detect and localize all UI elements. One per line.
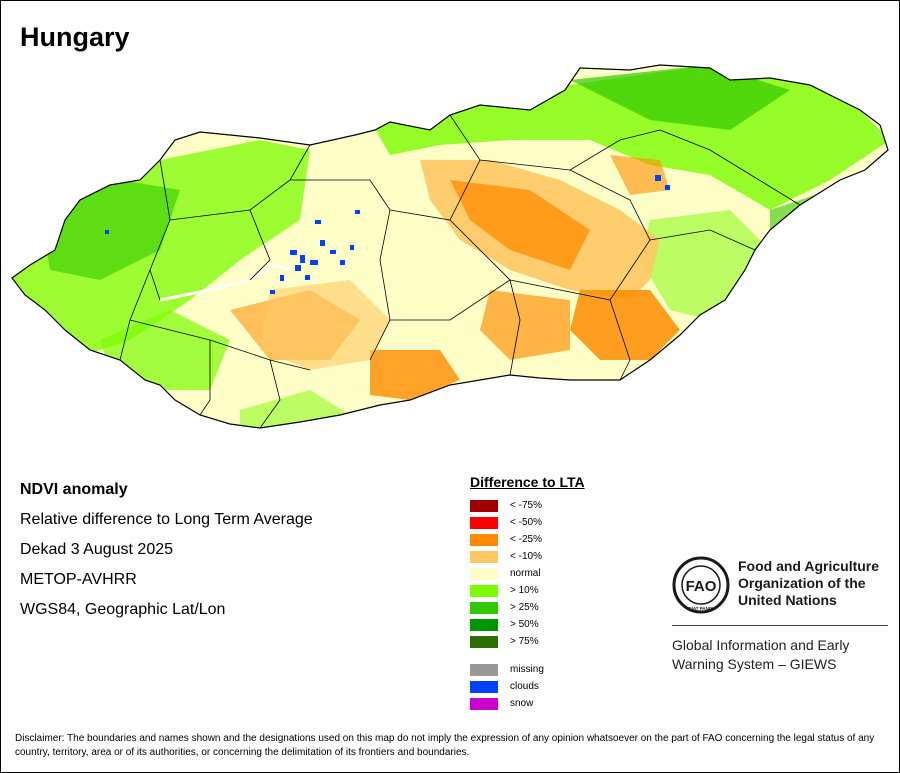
legend: Difference to LTA < -75% < -50% < -25% <… <box>470 474 585 712</box>
giews-text: Global Information and Early Warning Sys… <box>672 636 888 674</box>
legend-swatch <box>470 584 498 597</box>
map-title: Hungary <box>20 22 130 52</box>
legend-item: < -50% <box>470 514 585 531</box>
legend-item: > 25% <box>470 599 585 616</box>
info-line-2: Dekad 3 August 2025 <box>20 541 174 558</box>
legend-swatch <box>470 618 498 631</box>
giews-line-1: Global Information and Early <box>672 637 850 653</box>
legend-item: normal <box>470 565 585 582</box>
fao-name-line-1: Food and Agriculture <box>738 558 880 574</box>
legend-label: clouds <box>510 681 539 692</box>
legend-swatch <box>470 567 498 580</box>
legend-swatch <box>470 635 498 648</box>
legend-label: normal <box>510 568 541 579</box>
map-info: NDVI anomaly Relative difference to Long… <box>20 480 313 630</box>
legend-label: < -10% <box>510 551 542 562</box>
legend-swatch <box>470 601 498 614</box>
legend-swatch <box>470 499 498 512</box>
map-area <box>10 60 895 435</box>
legend-item: missing <box>470 661 585 678</box>
hungary-ndvi-map <box>11 64 889 429</box>
legend-label: > 75% <box>510 636 539 647</box>
legend-swatch <box>470 550 498 563</box>
info-line-4: WGS84, Geographic Lat/Lon <box>20 601 226 618</box>
legend-item: > 10% <box>470 582 585 599</box>
fao-name-line-2: Organization of the <box>738 575 866 591</box>
legend-label: > 25% <box>510 602 539 613</box>
legend-label: > 50% <box>510 619 539 630</box>
disclaimer: Disclaimer: The boundaries and names sho… <box>15 733 875 758</box>
legend-swatch <box>470 516 498 529</box>
legend-swatch <box>470 663 498 676</box>
fao-divider <box>672 625 888 626</box>
legend-item: > 50% <box>470 616 585 633</box>
legend-label: < -50% <box>510 517 542 528</box>
legend-item: < -10% <box>470 548 585 565</box>
fao-name: Food and Agriculture Organization of the… <box>738 558 888 609</box>
giews-line-2: Warning System – GIEWS <box>672 656 837 672</box>
fao-logo-motto: FIAT PANIS <box>689 606 713 611</box>
legend-item: clouds <box>470 678 585 695</box>
legend-label: missing <box>510 664 544 675</box>
legend-label: > 10% <box>510 585 539 596</box>
legend-extra: missing clouds snow <box>470 661 585 712</box>
legend-item: snow <box>470 695 585 712</box>
legend-label: snow <box>510 698 534 709</box>
legend-item: > 75% <box>470 633 585 650</box>
legend-title: Difference to LTA <box>470 474 585 490</box>
legend-swatch <box>470 697 498 710</box>
legend-swatch <box>470 533 498 546</box>
info-line-1: Relative difference to Long Term Average <box>20 511 313 528</box>
legend-label: < -25% <box>510 534 542 545</box>
fao-logo-text: FAO <box>686 578 717 595</box>
fao-logo-icon: FAO FIAT PANIS <box>672 556 730 614</box>
legend-label: < -75% <box>510 500 542 511</box>
info-heading: NDVI anomaly <box>20 481 128 498</box>
info-line-3: METOP-AVHRR <box>20 571 137 588</box>
legend-swatch <box>470 680 498 693</box>
legend-item: < -25% <box>470 531 585 548</box>
legend-item: < -75% <box>470 497 585 514</box>
legend-classes: < -75% < -50% < -25% < -10% normal > 10%… <box>470 497 585 650</box>
fao-name-line-3: United Nations <box>738 592 837 608</box>
